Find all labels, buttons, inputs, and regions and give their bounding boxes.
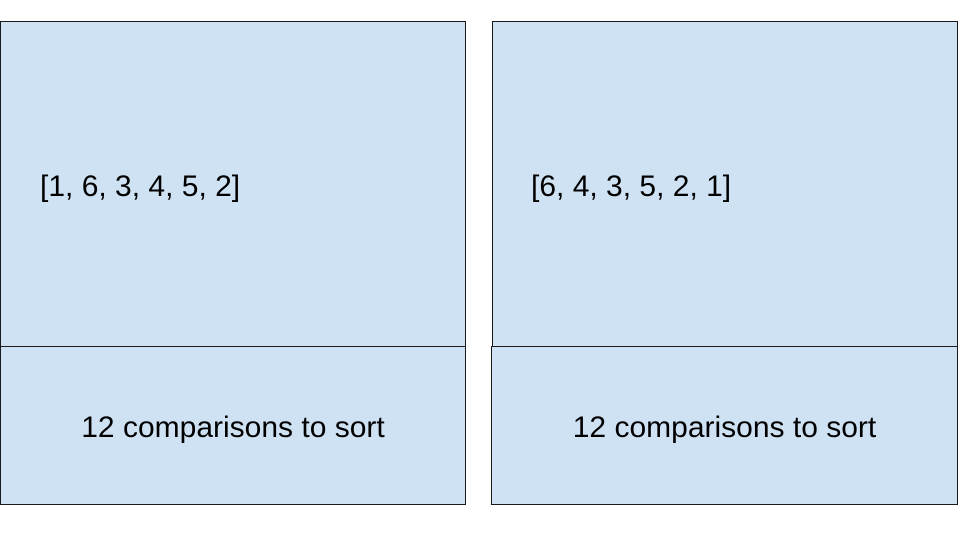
- right-caption-box: 12 comparisons to sort: [491, 346, 958, 505]
- left-caption-label: 12 comparisons to sort: [81, 411, 385, 444]
- right-caption-label: 12 comparisons to sort: [572, 411, 877, 444]
- left-array-box: [1, 6, 3, 4, 5, 2]: [0, 21, 466, 347]
- left-caption-box: 12 comparisons to sort: [0, 346, 466, 505]
- right-array-label: [6, 4, 3, 5, 2, 1]: [531, 170, 732, 203]
- right-array-box: [6, 4, 3, 5, 2, 1]: [492, 21, 958, 347]
- left-array-label: [1, 6, 3, 4, 5, 2]: [40, 170, 241, 203]
